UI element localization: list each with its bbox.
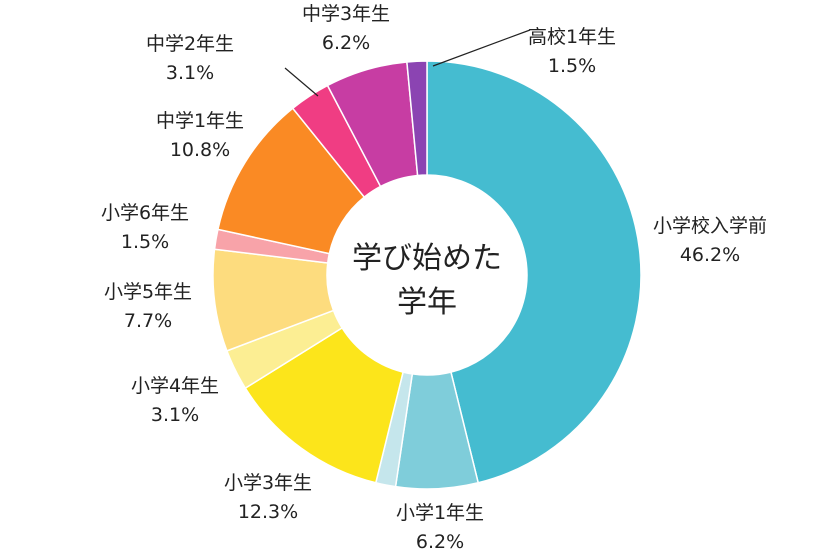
slice-label-value-0: 46.2% — [680, 244, 740, 266]
slice-label-value-6: 1.5% — [121, 231, 169, 253]
slice-label-value-7: 10.8% — [170, 139, 230, 161]
slice-0 — [426, 60, 642, 484]
slice-label-name-10: 高校1年生 — [528, 26, 616, 48]
slice-label-value-3: 12.3% — [238, 501, 298, 523]
slice-label-name-7: 中学1年生 — [156, 110, 244, 132]
slice-label-value-9: 6.2% — [322, 32, 370, 54]
leader-line-koko1 — [432, 29, 531, 67]
center-label-line-2: 学年 — [397, 285, 457, 320]
slice-label-value-4: 3.1% — [151, 404, 199, 426]
leader-lines-group — [284, 29, 531, 97]
slice-label-name-9: 中学3年生 — [302, 3, 390, 25]
slice-label-name-1: 小学1年生 — [396, 502, 484, 524]
slice-label-name-8: 中学2年生 — [146, 33, 234, 55]
center-label-line-1: 学び始めた — [352, 241, 502, 276]
slices-group — [212, 60, 642, 490]
slice-label-value-10: 1.5% — [548, 55, 596, 77]
slice-label-value-8: 3.1% — [166, 62, 214, 84]
leader-line-chugaku2 — [284, 67, 319, 97]
slice-label-name-0: 小学校入学前 — [653, 215, 767, 237]
slice-label-value-1: 6.2% — [416, 531, 464, 553]
slice-label-value-5: 7.7% — [124, 310, 172, 332]
slice-label-name-3: 小学3年生 — [224, 472, 312, 494]
slice-label-name-5: 小学5年生 — [104, 281, 192, 303]
slice-label-name-4: 小学4年生 — [131, 375, 219, 397]
slice-10 — [406, 60, 428, 177]
slice-label-name-6: 小学6年生 — [101, 202, 189, 224]
labels-group: 小学校入学前 46.2% 小学1年生 6.2% 小学3年生 12.3% 小学4年生 3.1% 小… — [101, 3, 767, 553]
